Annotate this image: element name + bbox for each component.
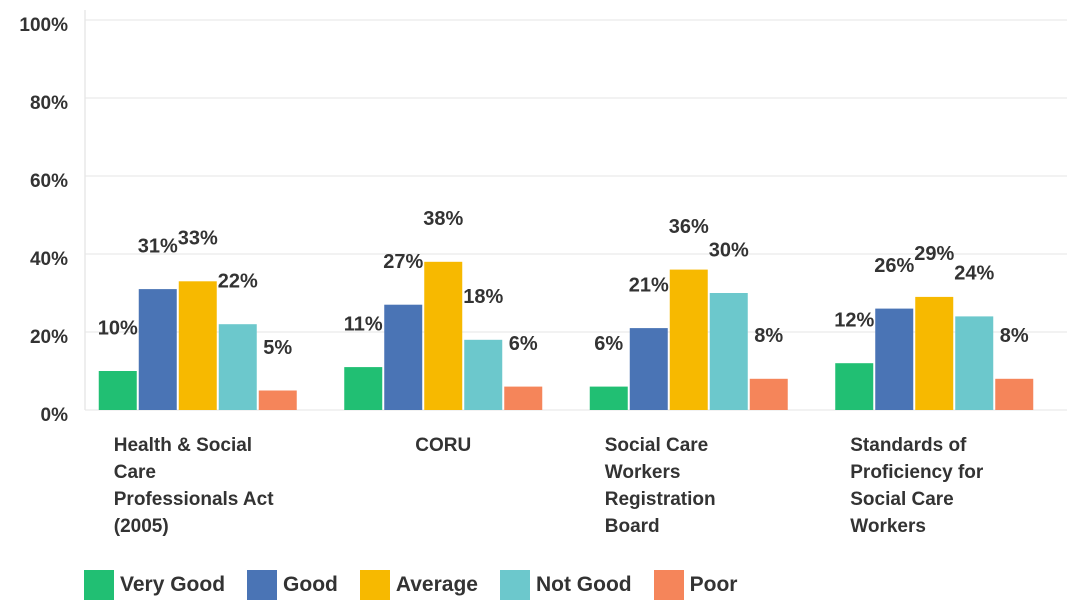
data-label: 12%	[834, 309, 874, 331]
x-tick-label: Social Care Workers Registration Board	[604, 435, 716, 537]
bar	[464, 339, 503, 410]
data-label: 24%	[954, 263, 994, 285]
legend-swatch	[499, 570, 530, 600]
legend-item: Good	[247, 570, 338, 600]
data-label: 6%	[509, 333, 538, 355]
legend-label: Very Good	[120, 573, 226, 596]
legend-swatch	[84, 570, 114, 600]
bar	[669, 269, 708, 410]
legend-label: Not Good	[535, 573, 632, 596]
data-label: 33%	[178, 228, 218, 250]
y-tick-label: 20%	[30, 327, 68, 348]
legend-label: Average	[395, 573, 478, 596]
data-label: 30%	[709, 239, 749, 261]
bar	[98, 371, 137, 410]
legend-item: Poor	[653, 570, 738, 600]
data-label: 18%	[463, 286, 503, 308]
bar	[384, 304, 423, 410]
data-label: 31%	[138, 235, 178, 257]
legend-swatch	[653, 570, 684, 600]
bar	[504, 386, 543, 410]
data-label: 26%	[874, 255, 914, 277]
x-tick-label: Health & Social Care Professionals Act (…	[113, 435, 274, 537]
legend-label: Poor	[689, 573, 738, 596]
bar	[995, 378, 1034, 410]
bar	[835, 363, 874, 410]
bar	[709, 293, 748, 410]
data-label: 29%	[914, 243, 954, 265]
bar	[875, 308, 914, 410]
bar	[749, 378, 788, 410]
data-label: 21%	[629, 274, 669, 296]
legend-swatch	[359, 570, 390, 600]
legend-item: Very Good	[84, 570, 225, 600]
bar	[629, 328, 668, 410]
data-label: 8%	[1000, 325, 1029, 347]
bar	[138, 289, 177, 410]
data-label: 11%	[344, 313, 383, 335]
bar	[344, 367, 383, 410]
bar	[915, 296, 954, 410]
legend-swatch	[247, 570, 278, 600]
y-tick-label: 100%	[19, 15, 68, 36]
y-tick-label: 40%	[30, 249, 68, 270]
x-tick-label: Standards of Proficiency for Social Care…	[850, 435, 984, 537]
legend-label: Good	[283, 573, 338, 596]
legend-item: Not Good	[499, 570, 632, 600]
y-tick-label: 60%	[30, 171, 68, 192]
data-label: 22%	[218, 270, 258, 292]
bar	[424, 261, 463, 410]
bar	[178, 281, 217, 410]
legend-item: Average	[359, 570, 478, 600]
data-label: 10%	[98, 317, 138, 339]
y-tick-label: 80%	[30, 93, 68, 114]
data-label: 6%	[594, 333, 623, 355]
y-tick-label: 0%	[41, 405, 69, 426]
x-tick-label: CORU	[415, 435, 472, 456]
data-label: 8%	[754, 325, 783, 347]
bar	[955, 316, 994, 410]
data-label: 36%	[669, 216, 709, 238]
data-label: 27%	[383, 251, 423, 273]
bar	[589, 386, 628, 410]
bar	[258, 390, 297, 410]
legend: Very Good Good Average Not Good Poor	[84, 570, 737, 600]
bar	[218, 324, 257, 410]
data-label: 38%	[423, 208, 463, 230]
data-label: 5%	[263, 337, 292, 359]
